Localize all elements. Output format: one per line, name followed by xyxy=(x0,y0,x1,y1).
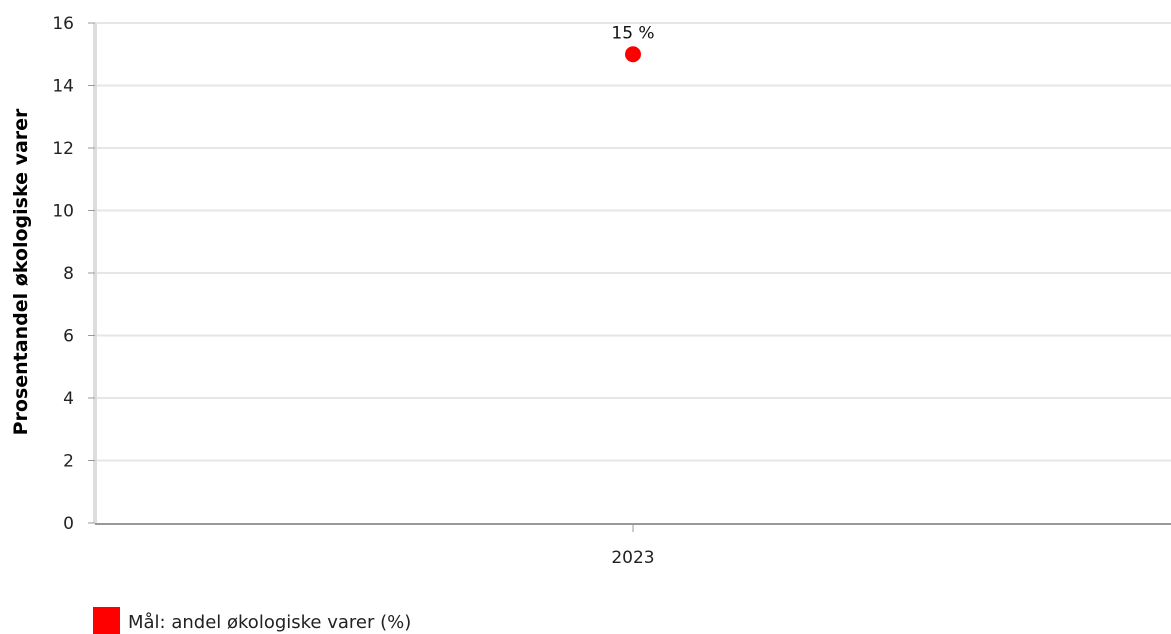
legend-label: Mål: andel økologiske varer (%) xyxy=(128,612,411,633)
y-tick-label: 14 xyxy=(52,77,74,97)
x-tick-labels: 2023 xyxy=(611,524,655,568)
y-tick-label: 10 xyxy=(52,202,74,222)
legend-swatch xyxy=(93,607,120,634)
y-tick-label: 12 xyxy=(52,139,74,159)
data-label: 15 % xyxy=(611,23,654,43)
y-tick-label: 8 xyxy=(63,264,74,284)
y-tick-label: 4 xyxy=(63,389,74,409)
y-tick-label: 6 xyxy=(63,327,74,347)
x-tick-label: 2023 xyxy=(611,548,654,568)
y-tick-label: 2 xyxy=(63,452,74,472)
data-points: 15 % xyxy=(611,23,655,63)
gridlines xyxy=(95,22,1171,462)
data-point[interactable] xyxy=(625,46,641,63)
y-tick-label: 16 xyxy=(52,14,74,34)
y-tick-label: 0 xyxy=(63,514,74,534)
y-tick-labels: 0 2 4 6 8 10 12 14 16 xyxy=(52,14,95,534)
legend[interactable]: Mål: andel økologiske varer (%) xyxy=(93,607,411,634)
y-axis-title: Prosentandel økologiske varer xyxy=(10,108,32,435)
